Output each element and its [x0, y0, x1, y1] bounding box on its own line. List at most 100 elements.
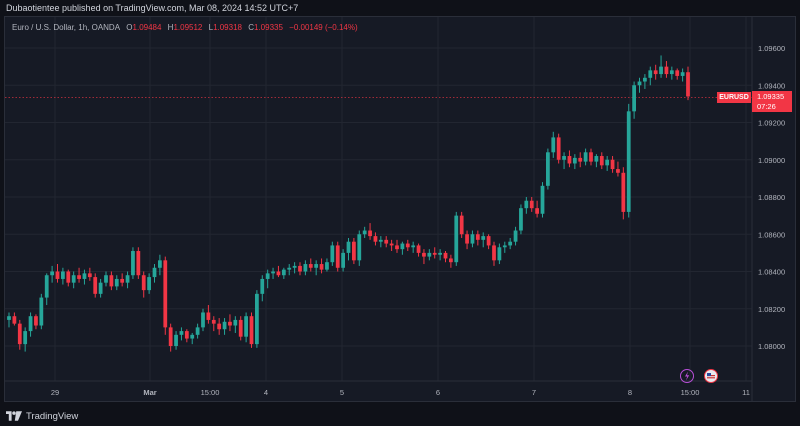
candle	[12, 312, 17, 326]
candle	[497, 243, 502, 265]
candle	[540, 182, 545, 218]
chart-panel[interactable]	[4, 16, 796, 402]
candle-body	[659, 66, 663, 75]
candle-body	[335, 245, 340, 268]
candle-body	[599, 156, 604, 166]
candle	[594, 154, 599, 168]
time-tick-label: 8	[628, 388, 632, 397]
candle	[174, 331, 178, 350]
candle	[632, 81, 636, 119]
candle-body	[308, 264, 313, 268]
candle-body	[168, 327, 173, 346]
time-tick-label: 5	[340, 388, 344, 397]
candle	[330, 241, 335, 266]
current-price-tag: 1.09335 07:26	[752, 91, 792, 112]
candle	[17, 319, 22, 350]
candle-body	[303, 264, 308, 272]
time-tick-label: Mar	[143, 388, 156, 397]
candle-body	[556, 137, 561, 160]
candle	[508, 237, 513, 250]
candle-body	[540, 185, 545, 214]
candle	[23, 327, 28, 352]
candle-body	[104, 275, 108, 283]
candle	[39, 293, 44, 330]
candle-body	[341, 252, 345, 268]
candle-body	[653, 70, 658, 75]
us-flag-event-icon[interactable]	[704, 369, 718, 383]
candle-body	[616, 169, 620, 173]
candle-body	[125, 275, 130, 283]
candle-body	[136, 251, 141, 276]
candle	[7, 312, 11, 328]
price-tick-label: 1.09000	[758, 156, 785, 165]
candle	[228, 314, 232, 332]
candle	[77, 267, 81, 283]
candle	[605, 156, 610, 171]
candle-body	[497, 247, 502, 261]
candle	[109, 271, 114, 291]
candle-body	[362, 230, 367, 235]
candle	[201, 308, 205, 332]
published-caption: Dubaotientee published on TradingView.co…	[0, 0, 800, 16]
candle-body	[238, 319, 243, 337]
candle	[610, 156, 615, 173]
candle	[335, 241, 340, 272]
candle-body	[12, 316, 17, 324]
candle-body	[422, 252, 426, 257]
candle-body	[368, 230, 372, 237]
candle-body	[357, 234, 362, 261]
candle	[637, 77, 642, 93]
price-tick-label: 1.08400	[758, 268, 785, 277]
candle	[158, 254, 162, 276]
candles	[7, 55, 690, 352]
candle	[195, 323, 200, 339]
candle	[287, 264, 292, 276]
time-tick-label: 15:00	[681, 388, 700, 397]
candle	[454, 211, 459, 266]
candle	[34, 314, 38, 330]
price-axis: 1.09600 1.09400 1.09200 1.09000 1.08800 1.086…	[758, 44, 785, 351]
candle-body	[93, 277, 98, 294]
candle-body	[201, 312, 205, 328]
candle-body	[260, 278, 265, 294]
candle-body	[589, 152, 593, 162]
candle	[61, 267, 65, 285]
candle	[362, 226, 367, 238]
candle	[384, 236, 389, 248]
candle	[114, 275, 119, 291]
candle	[519, 204, 523, 235]
candle	[217, 318, 222, 335]
candle	[136, 247, 141, 279]
candle-body	[529, 200, 534, 209]
candle-body	[686, 72, 690, 97]
candle	[486, 234, 491, 250]
candle-body	[502, 245, 507, 248]
candle-body	[411, 245, 416, 248]
candle	[71, 271, 76, 289]
candle-body	[55, 271, 60, 279]
current-price-value: 1.09335	[757, 92, 785, 101]
candle	[120, 273, 125, 287]
candle-body	[152, 267, 157, 278]
candle-body	[233, 319, 238, 326]
candle-body	[459, 215, 464, 235]
price-tick-label: 1.08600	[758, 230, 785, 239]
candle	[449, 254, 453, 268]
candle-body	[39, 297, 44, 326]
open-label: O	[126, 23, 133, 32]
symbol-name: Euro / U.S. Dollar, 1h, OANDA	[12, 23, 121, 32]
candle-body	[163, 260, 168, 328]
lightning-event-icon[interactable]	[680, 369, 694, 383]
candle	[438, 249, 442, 261]
high-value: 1.09512	[173, 23, 203, 32]
time-tick-label: 11	[742, 388, 750, 397]
candle	[556, 133, 561, 164]
candle	[66, 269, 71, 287]
candle-body	[190, 334, 195, 339]
candle-body	[400, 243, 405, 250]
candle	[546, 148, 550, 190]
close-value: 1.09335	[254, 23, 283, 32]
candle-body	[572, 157, 577, 164]
candle-body	[578, 157, 583, 162]
